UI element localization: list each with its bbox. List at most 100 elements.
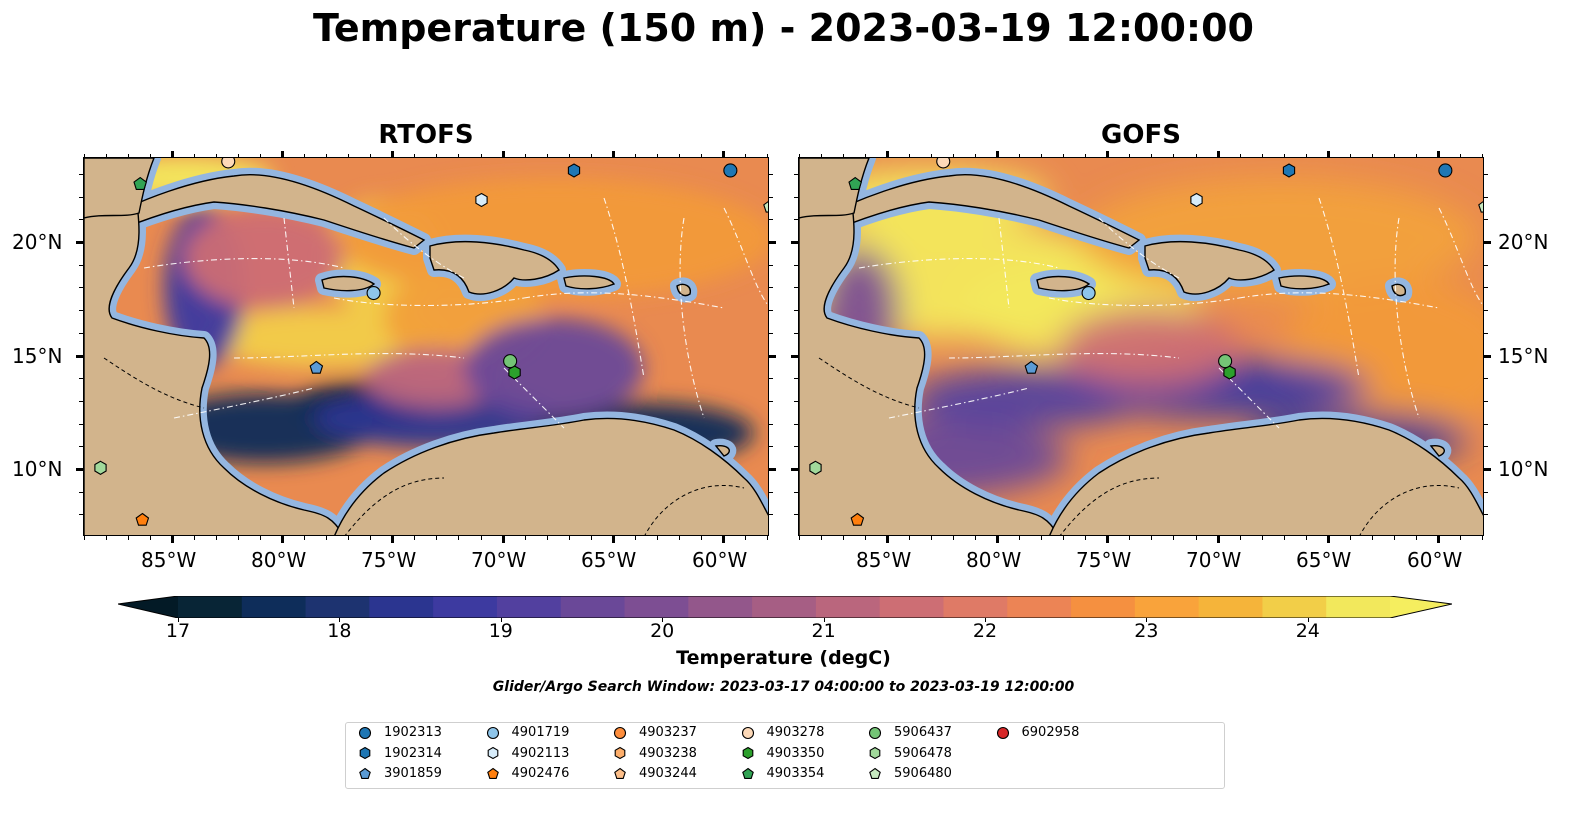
legend-marker [869, 767, 881, 779]
lon-minor-tick [370, 536, 372, 540]
lat-minor-tick [794, 446, 798, 448]
lat-minor-tick [1484, 446, 1488, 448]
lon-minor-tick [656, 154, 658, 158]
lat-minor-tick [1484, 491, 1488, 493]
colorbar-tick [339, 618, 341, 622]
lat-minor-tick [794, 332, 798, 334]
lat-minor-tick [1484, 287, 1488, 289]
lat-label-20n: 20°N [12, 230, 63, 254]
circle-marker-icon [741, 726, 754, 739]
lon-minor-tick [1371, 536, 1373, 540]
lat-label-10n: 10°N [12, 457, 63, 481]
float-marker-4903278 [936, 158, 951, 169]
colorbar-tick-label: 18 [327, 620, 352, 642]
lat-minor-tick [769, 378, 773, 380]
lon-minor-tick [568, 154, 570, 158]
legend-label: 4903237 [639, 725, 697, 740]
lon-major-tick [1436, 151, 1440, 158]
legend-marker [614, 746, 626, 760]
lat-minor-tick [794, 287, 798, 289]
lon-minor-tick [1173, 536, 1175, 540]
lon-minor-tick [843, 536, 845, 540]
lon-minor-tick [766, 154, 768, 158]
lon-minor-tick [1085, 536, 1087, 540]
float-marker-4903354 [133, 176, 147, 190]
lon-minor-tick [546, 154, 548, 158]
lon-minor-tick [216, 154, 218, 158]
colorbar-tick-label: 22 [972, 620, 998, 642]
legend-label: 4903244 [639, 766, 697, 781]
legend-marker [359, 767, 371, 779]
legend-label: 5906480 [894, 766, 952, 781]
lat-label-15n: 15°N [12, 344, 63, 368]
lat-minor-tick [769, 219, 773, 221]
float-marker-4903350 [508, 365, 521, 380]
colorbar-tick-label: 24 [1295, 620, 1320, 642]
panel-title-gofs: GOFS [1101, 120, 1181, 150]
lon-minor-tick [634, 154, 636, 158]
legend-marker [614, 767, 626, 779]
hexagon-marker-icon [614, 746, 626, 760]
lon-minor-tick [194, 154, 196, 158]
lon-minor-tick [1481, 536, 1483, 540]
lon-minor-tick [194, 536, 196, 540]
lon-label-70w-right: 70°W [1186, 548, 1242, 572]
lon-minor-tick [1041, 154, 1043, 158]
lon-minor-tick [304, 536, 306, 540]
float-marker-4903278 [221, 158, 236, 169]
lat-minor-tick [1484, 310, 1488, 312]
lat-major-tick [769, 241, 776, 245]
lat-minor-tick [769, 264, 773, 266]
lon-minor-tick [1371, 154, 1373, 158]
lon-minor-tick [436, 154, 438, 158]
lat-major-tick [76, 354, 83, 358]
lat-minor-tick [79, 219, 83, 221]
pentagon-marker-icon [486, 767, 499, 779]
colorbar-tick [985, 618, 986, 622]
legend-label: 5906437 [894, 725, 952, 740]
lat-major-tick [1484, 468, 1491, 472]
lon-minor-tick [1459, 154, 1461, 158]
lon-minor-tick [1173, 154, 1175, 158]
lat-minor-tick [1484, 264, 1488, 266]
lon-label-65w-right: 65°W [1296, 548, 1352, 572]
lat-minor-tick [794, 514, 798, 516]
lon-major-tick [171, 536, 175, 543]
lon-minor-tick [524, 154, 526, 158]
lon-minor-tick [260, 154, 262, 158]
lon-major-tick [391, 151, 395, 158]
colorbar-tick [1146, 618, 1148, 622]
lon-minor-tick [370, 154, 372, 158]
lat-major-tick [791, 354, 798, 358]
lon-minor-tick [678, 536, 680, 540]
lon-minor-tick [150, 154, 152, 158]
lon-major-tick [886, 151, 890, 158]
legend-label: 4903354 [766, 766, 825, 781]
colorbar-tick [1307, 618, 1309, 622]
legend-label: 1902313 [384, 725, 442, 740]
lon-minor-tick [656, 536, 658, 540]
colorbar-bin [1071, 596, 1136, 618]
lat-major-tick [769, 354, 776, 358]
pentagon-marker-icon [741, 767, 754, 779]
legend-item: 4903278 [741, 725, 824, 740]
legend-label: 4903350 [766, 745, 825, 761]
lat-minor-tick [769, 287, 773, 289]
pentagon-marker-icon [614, 767, 626, 779]
lat-minor-tick [794, 491, 798, 493]
lon-minor-tick [1305, 154, 1307, 158]
lat-minor-tick [1484, 378, 1488, 380]
lon-minor-tick [106, 536, 108, 540]
colorbar-bin [815, 596, 881, 618]
float-marker-5906480 [763, 201, 768, 213]
lon-label-85w-right: 85°W [856, 548, 912, 572]
float-marker-1902313 [723, 163, 738, 178]
legend-label: 1902314 [384, 745, 442, 761]
lat-minor-tick [79, 423, 83, 425]
colorbar-bin [369, 596, 434, 618]
panel-title-rtofs: RTOFS [378, 120, 474, 150]
circle-marker-icon [358, 726, 372, 739]
map-panel-rtofs [83, 157, 769, 536]
lon-minor-tick [238, 154, 240, 158]
lon-major-tick [1436, 536, 1440, 543]
